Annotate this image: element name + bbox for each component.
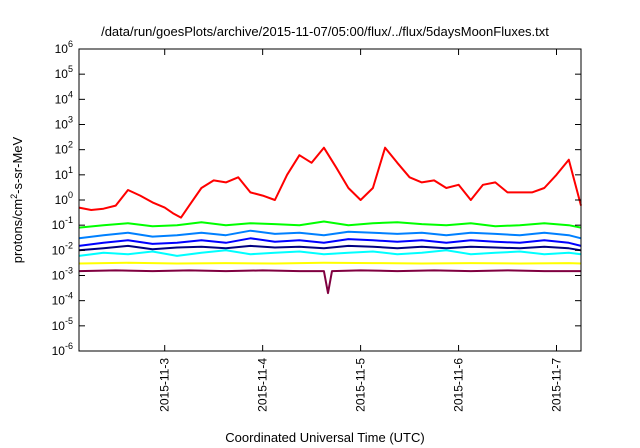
- y-tick-label: 103: [55, 115, 73, 132]
- y-tick-base: 10: [52, 319, 66, 333]
- series-line-3: [78, 249, 582, 257]
- x-tick-label: 2015-11-5: [354, 358, 368, 412]
- series-line-4: [78, 229, 582, 240]
- y-tick-exponent: 3: [68, 115, 73, 125]
- x-tick-label: 2015-11-4: [256, 358, 270, 412]
- y-tick-base: 10: [55, 67, 69, 81]
- y-tick-base: 10: [55, 92, 69, 106]
- series-line-8: [78, 269, 581, 295]
- y-tick-exponent: -2: [65, 240, 73, 250]
- x-axis-label: Coordinated Universal Time (UTC): [225, 430, 424, 445]
- series-layer: [78, 146, 582, 295]
- y-tick-label: 101: [55, 165, 73, 182]
- y-tick-base: 10: [55, 42, 69, 56]
- y-tick-base: 10: [52, 294, 66, 308]
- y-tick-exponent: -6: [65, 341, 73, 351]
- y-tick-label: 10-6: [52, 341, 73, 358]
- y-tick-exponent: 0: [68, 190, 73, 200]
- chart-title: /data/run/goesPlots/archive/2015-11-07/0…: [101, 24, 549, 39]
- series-line-6: [78, 244, 582, 252]
- y-tick-base: 10: [55, 118, 69, 132]
- y-tick-base: 10: [55, 168, 69, 182]
- y-axis-label: protons/cm2-s-sr-MeV: [9, 136, 25, 263]
- series-line-7: [78, 261, 582, 265]
- y-tick-label: 10-4: [52, 291, 73, 308]
- y-tick-exponent: -4: [65, 291, 73, 301]
- y-tick-base: 10: [55, 193, 69, 207]
- series-line-1: [78, 146, 582, 219]
- y-tick-exponent: 6: [68, 39, 73, 49]
- y-tick-label: 10-3: [52, 266, 73, 283]
- series-line-2: [78, 220, 582, 229]
- x-tick-label: 2015-11-6: [452, 358, 466, 412]
- y-tick-label: 105: [55, 64, 73, 81]
- y-tick-base: 10: [55, 143, 69, 157]
- y-tick-base: 10: [52, 243, 66, 257]
- y-tick-label: 102: [55, 140, 73, 157]
- x-tick-label: 2015-11-7: [550, 358, 564, 412]
- y-tick-exponent: -3: [65, 266, 73, 276]
- y-tick-exponent: 4: [68, 89, 73, 99]
- y-axis: 10-610-510-410-310-210-11001011021031041…: [52, 39, 581, 358]
- plot-frame: [78, 48, 582, 352]
- y-tick-label: 104: [55, 89, 73, 106]
- y-tick-label: 100: [55, 190, 73, 207]
- y-tick-base: 10: [52, 218, 66, 232]
- y-tick-label: 106: [55, 39, 73, 56]
- y-tick-base: 10: [52, 344, 66, 358]
- x-axis: 2015-11-3 2015-11-4 2015-11-5 2015-11-6 2015…: [158, 49, 564, 412]
- y-tick-label: 10-5: [52, 316, 73, 333]
- y-tick-exponent: -5: [65, 316, 73, 326]
- y-tick-base: 10: [52, 269, 66, 283]
- series-line-5: [78, 237, 582, 247]
- y-tick-label: 10-2: [52, 240, 73, 257]
- y-tick-exponent: 5: [68, 64, 73, 74]
- y-tick-exponent: -1: [65, 215, 73, 225]
- y-tick-exponent: 2: [68, 140, 73, 150]
- y-tick-exponent: 1: [68, 165, 73, 175]
- y-axis-label-prefix: protons/cm: [10, 199, 25, 263]
- x-tick-label: 2015-11-3: [158, 358, 172, 412]
- y-axis-label-suffix: -s-sr-MeV: [10, 136, 25, 193]
- y-axis-label-sup: 2: [9, 194, 19, 199]
- y-tick-label: 10-1: [52, 215, 73, 232]
